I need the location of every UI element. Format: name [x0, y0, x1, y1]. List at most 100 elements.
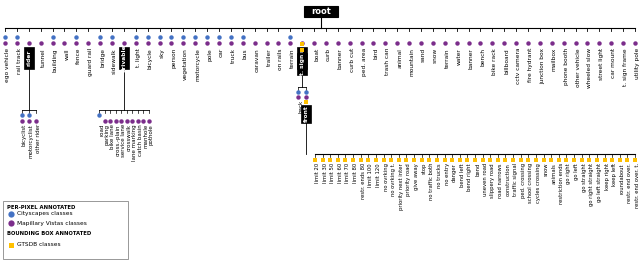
Text: sidewalk: sidewalk [112, 48, 117, 74]
Text: go left: go left [574, 163, 579, 180]
Bar [526, 158, 531, 162]
Text: danger: danger [452, 163, 457, 182]
Text: trash can: trash can [385, 48, 390, 75]
Bar [8, 243, 13, 248]
Bar [534, 158, 538, 162]
Text: bend right: bend right [467, 163, 472, 191]
Bar [420, 158, 424, 162]
Text: no trucks: no trucks [437, 163, 442, 188]
Bar [618, 158, 622, 162]
Text: t. sign: t. sign [300, 47, 305, 69]
Text: traffic signal: traffic signal [513, 163, 518, 196]
Bar [301, 105, 311, 123]
Bar [297, 53, 307, 75]
Bar [541, 158, 545, 162]
Text: wheeled slow: wheeled slow [588, 48, 593, 88]
Text: catch basin: catch basin [138, 124, 143, 156]
Text: trailer: trailer [266, 48, 271, 66]
Text: terrain: terrain [445, 48, 450, 68]
Text: tunnel: tunnel [41, 48, 45, 67]
Text: stop: stop [422, 163, 427, 174]
Bar [595, 158, 599, 162]
Text: animal: animal [397, 48, 403, 68]
Text: uneven road: uneven road [483, 163, 488, 196]
Text: snow: snow [543, 163, 548, 177]
Text: snow: snow [433, 48, 438, 63]
Text: truck: truck [231, 48, 236, 63]
Text: service lane: service lane [121, 124, 126, 157]
Bar [358, 158, 363, 162]
Bar [488, 158, 492, 162]
Text: boat: boat [314, 48, 319, 61]
Text: priority road: priority road [406, 163, 412, 196]
Text: limit 60: limit 60 [338, 163, 343, 183]
Text: bike rack: bike rack [492, 48, 497, 75]
Bar [351, 158, 355, 162]
Text: restr. end over. t.: restr. end over. t. [635, 163, 640, 208]
Bar [366, 158, 371, 162]
Text: rail track: rail track [17, 48, 22, 74]
Text: go left straight: go left straight [597, 163, 602, 202]
Text: drivable: drivable [122, 44, 126, 72]
Text: limit 70: limit 70 [346, 163, 351, 183]
Text: bird: bird [374, 48, 378, 59]
Bar [549, 158, 553, 162]
Text: other rider: other rider [36, 124, 41, 153]
Text: sky: sky [159, 48, 164, 58]
Text: cross.-plain: cross.-plain [116, 124, 120, 156]
Text: curb: curb [326, 48, 331, 61]
Bar [625, 158, 629, 162]
Bar [504, 158, 508, 162]
Bar [580, 158, 584, 162]
Text: t. sign frame: t. sign frame [623, 48, 628, 86]
Text: road: road [99, 124, 104, 137]
Text: limit 30: limit 30 [323, 163, 328, 183]
Text: motorcycle: motorcycle [195, 48, 200, 81]
Text: car: car [219, 48, 224, 57]
Text: manhole: manhole [143, 124, 148, 148]
Text: go right: go right [566, 163, 572, 184]
Text: give away: give away [414, 163, 419, 190]
Bar [588, 158, 591, 162]
Text: cctv camera: cctv camera [516, 48, 521, 85]
Text: pole: pole [207, 48, 212, 61]
Text: no entry: no entry [445, 163, 449, 185]
Text: restr. ends 80: restr. ends 80 [361, 163, 365, 199]
Text: restr. end over.: restr. end over. [627, 163, 632, 203]
Bar [389, 158, 393, 162]
Bar [435, 158, 439, 162]
Text: cycles crossing: cycles crossing [536, 163, 541, 203]
Bar [304, 6, 338, 17]
Text: t. sign: t. sign [300, 53, 305, 75]
Text: phone booth: phone booth [564, 48, 569, 85]
Text: construction: construction [506, 163, 511, 196]
Text: limit 100: limit 100 [369, 163, 373, 187]
Bar [300, 42, 304, 46]
Bar [304, 100, 308, 104]
Bar [572, 158, 576, 162]
Text: junction box: junction box [540, 48, 545, 84]
Bar [328, 158, 332, 162]
Bar [397, 158, 401, 162]
Text: lane marking: lane marking [132, 124, 137, 161]
Text: person: person [172, 48, 177, 68]
Text: banner: banner [338, 48, 343, 69]
Bar [633, 158, 637, 162]
Text: go right straight: go right straight [589, 163, 595, 206]
Text: vegetation: vegetation [183, 48, 188, 80]
Bar [564, 158, 568, 162]
Text: front: front [303, 106, 308, 122]
Bar [24, 47, 34, 69]
Text: sand: sand [421, 48, 426, 62]
Text: bend left: bend left [460, 163, 465, 187]
Text: wall: wall [65, 48, 69, 60]
Text: street light: street light [599, 48, 604, 80]
Bar [428, 158, 431, 162]
Text: bicyclist: bicyclist [22, 124, 27, 146]
Text: BOUNDING BOX ANNOTATED: BOUNDING BOX ANNOTATED [7, 231, 92, 236]
Text: bike lane: bike lane [110, 124, 115, 149]
Text: back: back [298, 100, 303, 113]
Text: bus: bus [243, 48, 248, 59]
Bar [297, 47, 307, 69]
Text: no ovrking: no ovrking [383, 163, 388, 191]
